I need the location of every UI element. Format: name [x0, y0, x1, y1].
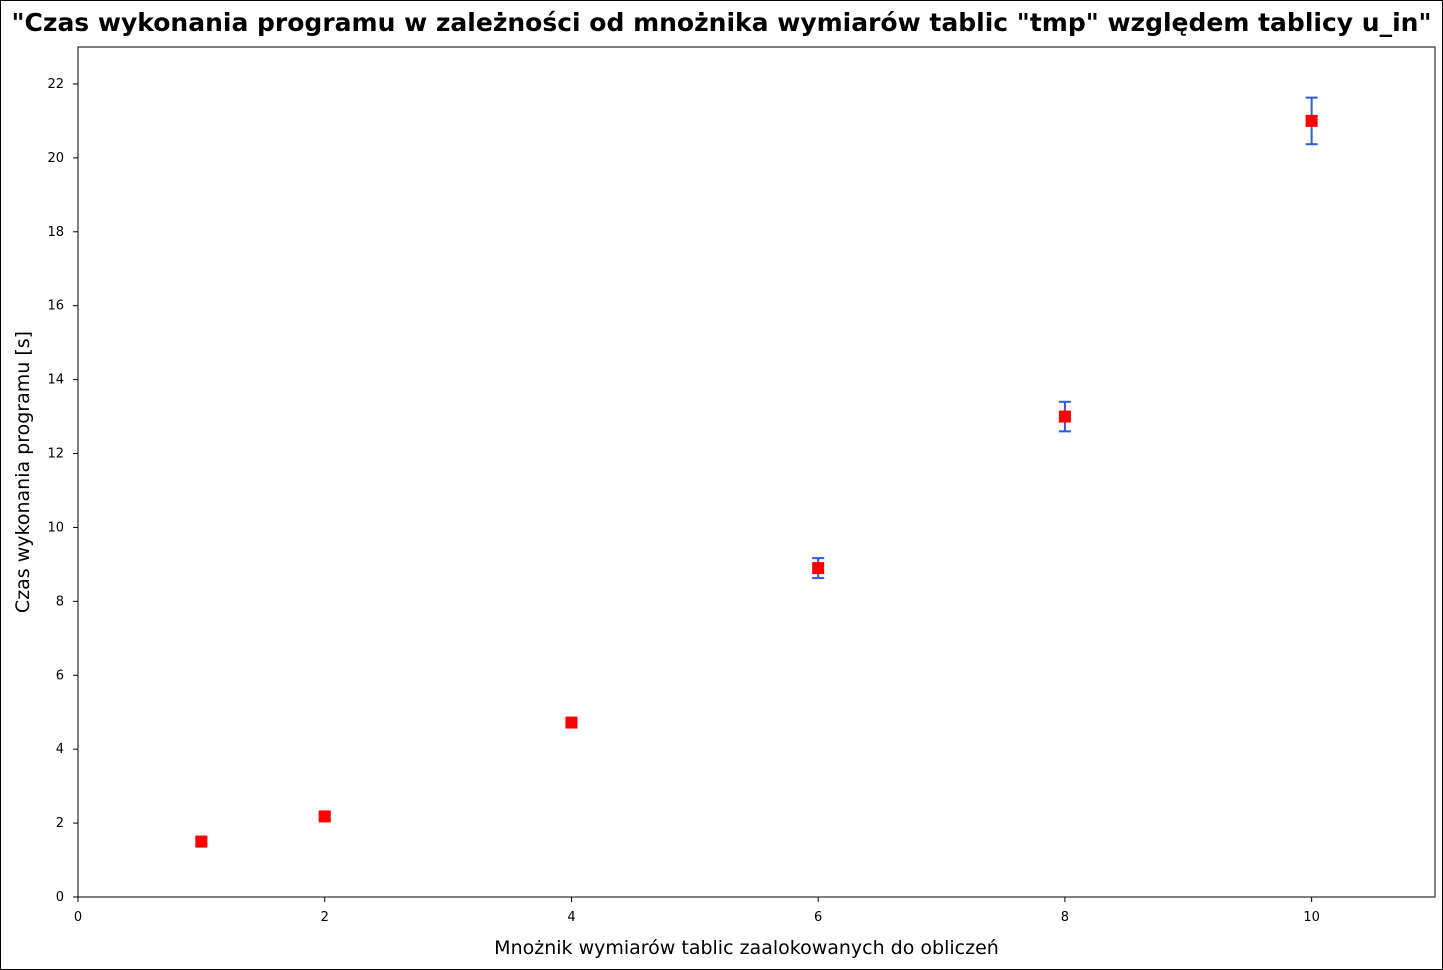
y-tick-label: 18: [47, 225, 64, 240]
y-tick-label: 0: [56, 890, 64, 905]
y-tick-label: 4: [56, 742, 64, 757]
x-tick-label: 8: [1061, 910, 1069, 925]
data-point-marker: [318, 810, 331, 823]
error-bars: [195, 96, 1318, 846]
y-tick-label: 6: [56, 668, 64, 683]
data-point-marker: [812, 562, 825, 575]
data-point-marker: [1305, 114, 1318, 127]
axes: 0 2 4 6 8 10 12 14 16 18 20 22 0 2 4 6 8 10: [47, 46, 1436, 925]
x-tick-label: 2: [321, 910, 329, 925]
data-point-marker: [565, 716, 578, 729]
data-point-marker: [1058, 410, 1071, 423]
y-tick-label: 12: [47, 447, 64, 462]
y-axis-title: Czas wykonania programu [s]: [12, 331, 34, 613]
chart-title: "Czas wykonania programu w zależności od…: [11, 8, 1432, 37]
plot-area-border: [77, 46, 1436, 898]
x-tick-label: 4: [567, 910, 575, 925]
y-tick-label: 8: [56, 594, 64, 609]
y-tick-label: 20: [47, 151, 64, 166]
y-tick-label: 2: [56, 816, 64, 831]
data-points: [195, 114, 1318, 848]
y-tick-label: 10: [47, 520, 64, 535]
y-tick-label: 16: [47, 299, 64, 314]
data-point-marker: [195, 835, 208, 848]
y-tick-label: 22: [47, 77, 64, 92]
x-axis-title: Mnożnik wymiarów tablic zaalokowanych do…: [494, 937, 999, 959]
x-tick-label: 0: [74, 910, 82, 925]
x-tick-label: 6: [814, 910, 822, 925]
x-tick-label: 10: [1303, 910, 1320, 925]
y-tick-label: 14: [47, 373, 64, 388]
